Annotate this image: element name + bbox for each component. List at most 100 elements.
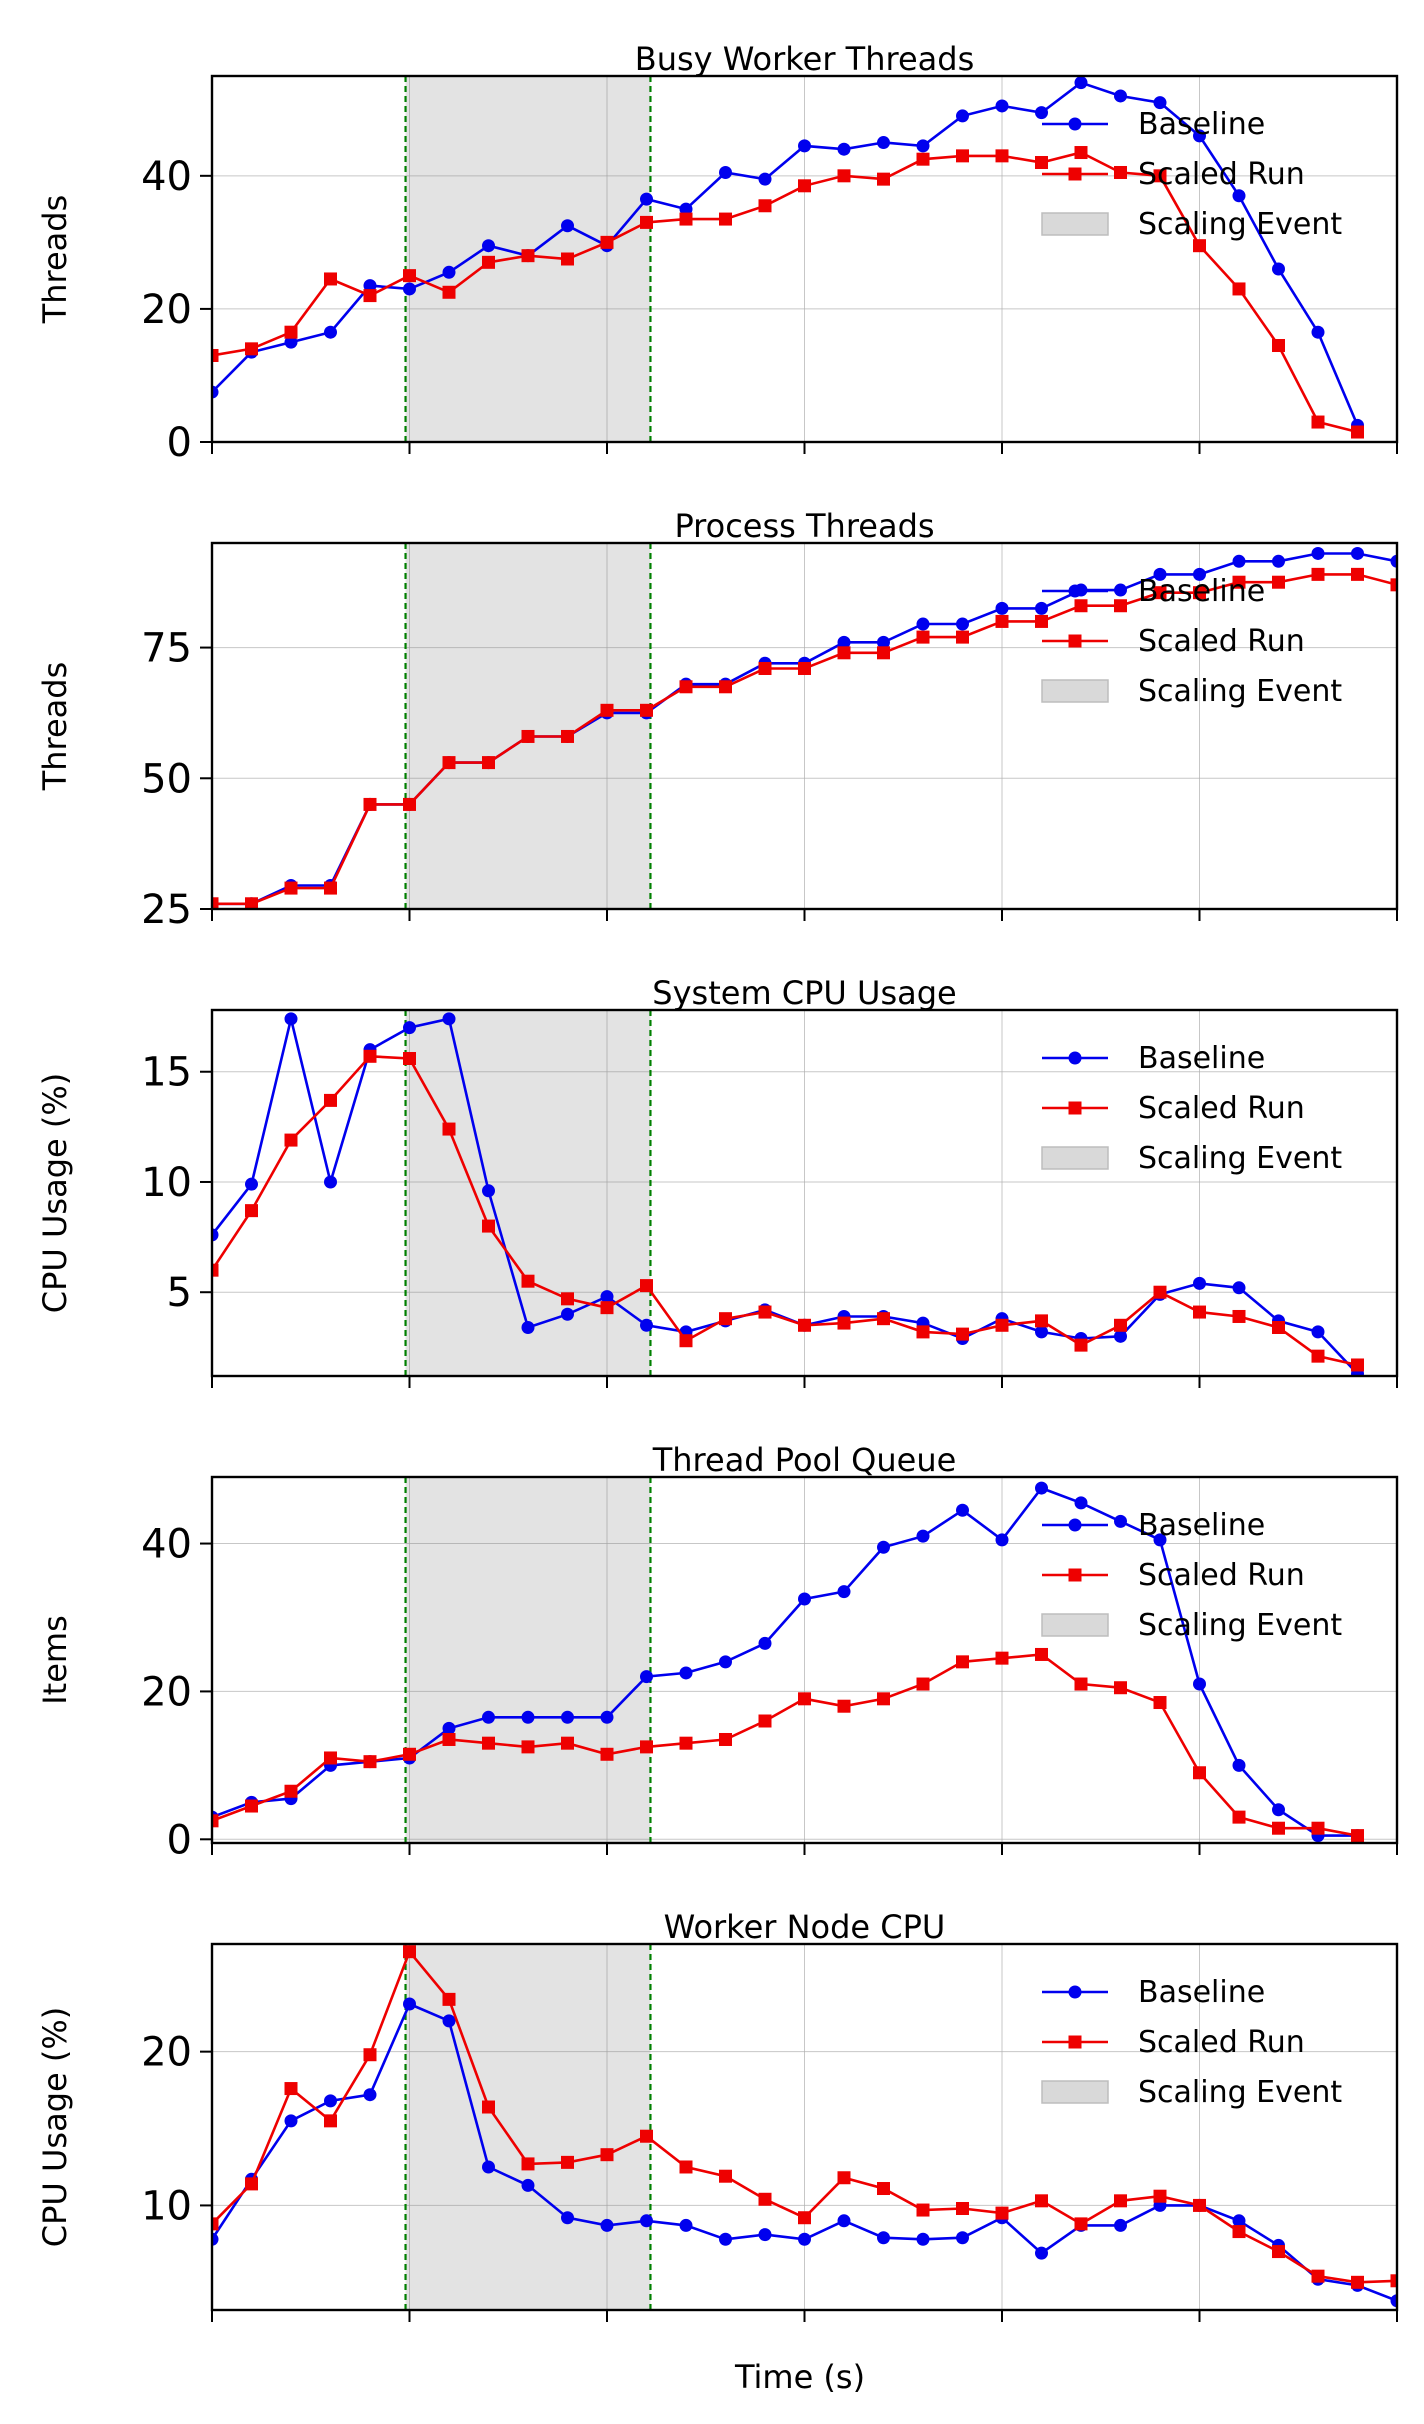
baseline-point [679,202,693,216]
scaled-run-point [212,1814,219,1828]
baseline-point [284,2114,298,2128]
series-group [212,1481,1364,1843]
scaled-run-point [403,797,416,811]
scaled-run-point [758,1305,772,1319]
scaled-run-point [521,1274,535,1288]
chart-panel-4: 0 20 40 Thread Pool Queue Items Baseline Scale… [36,1441,1399,1863]
baseline-point [1114,583,1127,597]
baseline-point [1311,325,1325,339]
legend-label: Scaling Event [1138,1141,1342,1176]
baseline-point [363,279,377,293]
baseline-point [482,2160,495,2174]
baseline-point [719,2232,732,2246]
legend-label: Scaling Event [1138,207,1342,242]
legend-label: Scaled Run [1138,2025,1305,2060]
baseline-point [482,1184,495,1198]
baseline-point [956,2231,969,2245]
scaled-run-line [212,1653,1358,1837]
baseline-point [561,2211,574,2225]
scaled-run-point [798,661,811,675]
baseline-point [1390,2294,1397,2308]
baseline-point [837,635,851,649]
baseline-point [798,2232,811,2246]
baseline-point [1114,89,1127,103]
y-axis-label: Items [36,1615,74,1705]
scaled-run-point [1074,2217,1088,2231]
y-axis-label: CPU Usage (%) [36,2007,74,2247]
legend-scaling-event-patch [1041,2080,1109,2104]
baseline-line [212,81,1359,426]
scaling-event-span [405,1477,651,1843]
baseline-point [1114,2218,1127,2232]
baseline-point [1311,546,1325,560]
baseline-point [995,601,1009,615]
scaled-run-point [640,215,653,229]
scaled-run-point [284,2082,298,2096]
scaled-run-point [995,1318,1009,1332]
y-tick-label: 10 [141,2183,192,2229]
y-axis-label: Threads [36,195,74,325]
scaled-run-point [245,1204,258,1218]
chart-title: Busy Worker Threads [635,40,974,78]
scaled-run-point [1272,339,1285,353]
scaled-run-point [956,1327,969,1341]
baseline-point [1035,601,1048,615]
baseline-point [719,1655,732,1669]
scaled-run-point [521,249,535,263]
scaling-event-span [405,543,651,909]
scaled-run-point [995,614,1009,628]
scaled-run-point [1272,2245,1285,2259]
y-tick-label: 10 [141,1160,192,1206]
baseline-point [1035,2246,1048,2260]
baseline-point [1390,554,1397,568]
scaled-run-point [363,289,377,303]
legend-scaled-run-marker [1068,634,1082,648]
scaled-run-point [758,2192,772,2206]
baseline-point [956,109,969,123]
scaled-run-point [995,2206,1009,2220]
scaled-run-point [798,1692,811,1706]
baseline-point [561,1307,574,1321]
scaled-run-point [561,1736,574,1750]
series-group [212,546,1397,909]
scaled-run-point [837,1699,851,1713]
y-axis-label: CPU Usage (%) [36,1073,74,1313]
baseline-point [758,1636,772,1650]
scaled-run-point [916,152,930,166]
scaled-run-line [212,151,1358,434]
y-tick-label: 20 [141,2030,192,2076]
scaled-run-point [1035,1647,1048,1661]
scaled-run-point [719,212,732,226]
scaled-run-point [600,1747,614,1761]
scaled-run-point [1035,614,1048,628]
scaled-run-point [956,2202,969,2216]
scaled-run-point [1153,2189,1167,2203]
baseline-point [442,1721,456,1735]
baseline-point [837,2214,851,2228]
scaled-run-point [284,1784,298,1798]
scaled-run-point [1153,586,1167,600]
baseline-point [877,2231,890,2245]
baseline-point [561,219,574,233]
scaled-run-point [719,1312,732,1326]
baseline-point [600,1710,614,1724]
baseline-point [640,1318,653,1332]
baseline-point [284,1012,298,1026]
scaled-run-point [1390,2274,1397,2288]
y-tick-label: 0 [167,420,192,466]
scaled-run-point [600,703,614,717]
baseline-point [403,282,416,296]
scaled-run-point [245,342,258,356]
legend-scaled-run-marker [1068,167,1082,181]
scaled-run-point [995,149,1009,163]
scaled-run-point [640,1279,653,1293]
scaled-run-point [1351,2275,1364,2289]
baseline-point [1035,1325,1048,1339]
legend-scaling-event-patch [1041,1613,1109,1637]
baseline-point [916,617,930,631]
baseline-point [284,335,298,349]
scaled-run-point [758,199,772,213]
scaled-run-point [561,252,574,266]
scaled-run-point [442,1992,456,2006]
scaled-run-point [916,2203,930,2217]
